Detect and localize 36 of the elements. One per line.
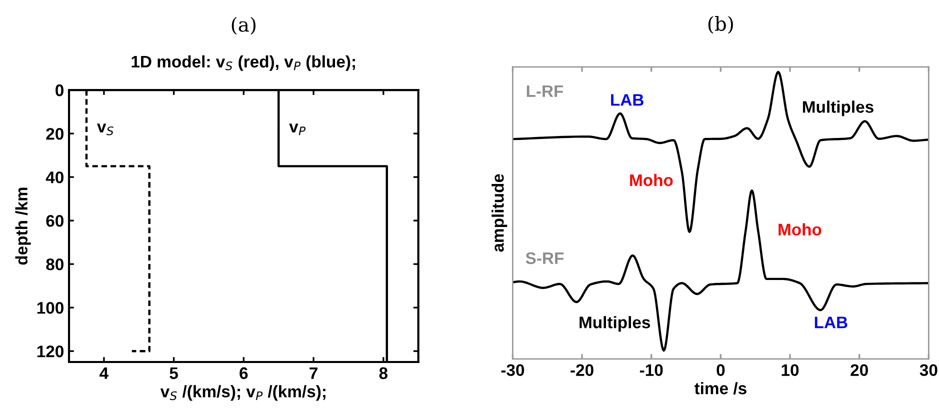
- x-tick-label: -20: [570, 364, 594, 376]
- y-tick-label: 0: [56, 84, 64, 96]
- annotation: Moho: [778, 223, 822, 236]
- series-label: v$_{P}$: [289, 124, 306, 136]
- y-tick-label: 100: [37, 302, 64, 314]
- annotation: LAB: [611, 94, 644, 106]
- annotation: Multiples: [802, 100, 874, 116]
- y-tick-label: 120: [37, 346, 64, 358]
- x-tick-label: 30: [920, 364, 938, 376]
- annotation: Moho: [630, 174, 673, 186]
- x-tick-label: 10: [782, 364, 799, 376]
- y-tick-label: 80: [46, 258, 64, 270]
- x-tick-label: 6: [240, 367, 248, 380]
- x-tick-label: 20: [850, 364, 868, 376]
- x-tick-label: 7: [310, 367, 318, 379]
- x-axis-title: time /s: [694, 382, 746, 394]
- annotation: L-RF: [526, 85, 564, 97]
- chart-title: (b): [708, 16, 733, 34]
- y-axis-title: depth /km: [15, 188, 31, 265]
- y-axis-title: amplitude: [492, 174, 508, 252]
- annotation: S-RF: [526, 252, 564, 264]
- annotation: LAB: [814, 316, 848, 328]
- y-tick-label: 40: [46, 171, 64, 184]
- x-tick-label: 4: [100, 367, 108, 379]
- annotation: Multiples: [580, 316, 650, 332]
- y-tick-label: 60: [46, 214, 64, 227]
- x-tick-label: -10: [640, 364, 663, 376]
- y-tick-label: 20: [46, 128, 64, 140]
- x-tick-label: -30: [501, 364, 524, 376]
- x-tick-label: 0: [716, 364, 725, 376]
- chart-title: (a): [232, 16, 256, 35]
- series-label: v$_{S}$: [97, 124, 114, 136]
- x-tick-label: 5: [170, 367, 178, 380]
- chart-subtitle: 1D model: v$_{S}$ (red), v$_{P}$ (blue);: [132, 55, 355, 71]
- x-axis-title: v$_{S}$ /(km/s); v$_{P}$ /(km/s);: [160, 385, 326, 401]
- x-tick-label: 8: [379, 367, 388, 380]
